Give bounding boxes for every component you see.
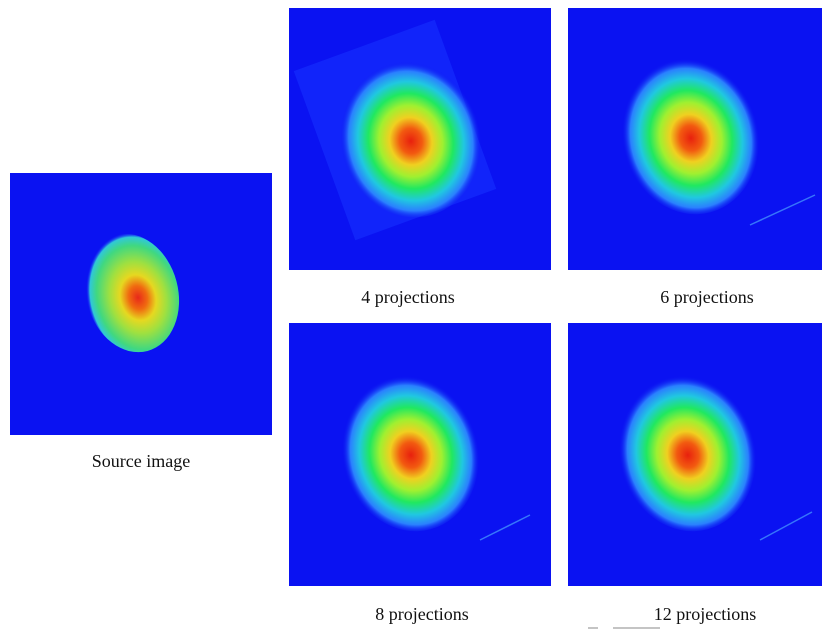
caption: 12 projections xyxy=(654,604,756,624)
reconstruction-panel: 4 projections xyxy=(289,8,551,307)
page: Source image 4 projections 6 projections… xyxy=(0,0,822,630)
reconstruction-panel: 12 projections xyxy=(568,323,822,628)
caption: 4 projections xyxy=(361,287,454,307)
caption: 8 projections xyxy=(375,604,468,624)
figure: Source image 4 projections 6 projections… xyxy=(0,0,822,630)
caption: 6 projections xyxy=(660,287,753,307)
reconstruction-panel: 6 projections xyxy=(568,8,822,307)
reconstruction-panel: 8 projections xyxy=(289,323,551,624)
source-panel: Source image xyxy=(10,173,272,471)
caption: Source image xyxy=(92,451,190,471)
